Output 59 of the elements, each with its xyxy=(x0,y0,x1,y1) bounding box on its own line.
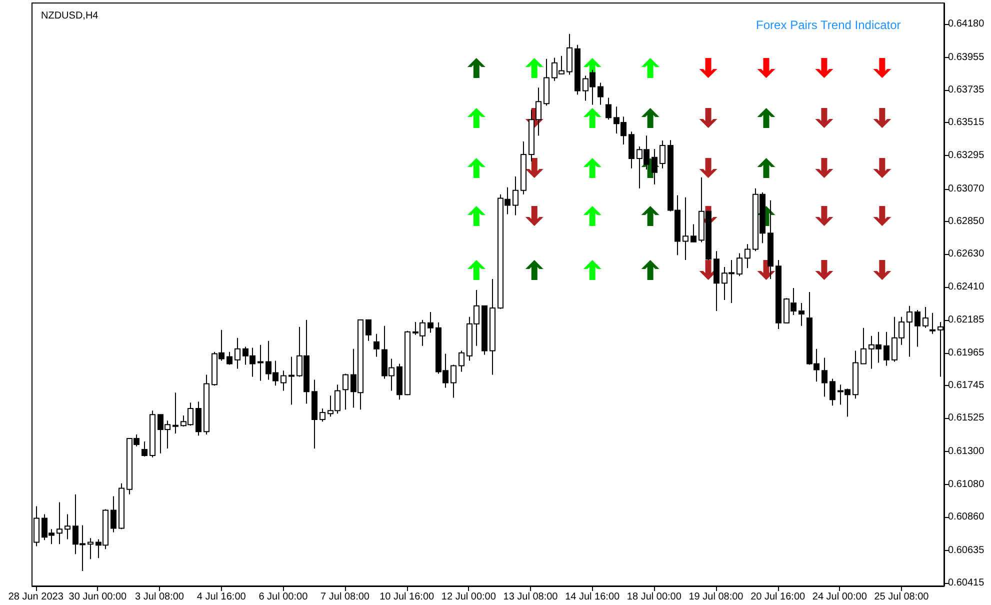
x-tick-label: 20 Jul 16:00 xyxy=(750,592,806,602)
candlestick xyxy=(56,502,62,545)
y-tick-label: 0.61525 xyxy=(948,412,985,424)
x-tick-label: 24 Jul 00:00 xyxy=(812,592,868,602)
candlestick xyxy=(312,379,318,449)
y-tick-label: 0.63070 xyxy=(948,183,985,194)
y-tick-label: 0.62410 xyxy=(948,281,985,292)
x-tick-label: 4 Jul 16:00 xyxy=(196,592,246,602)
y-tick-label: 0.62850 xyxy=(948,216,985,227)
text: NZDUSD,H4 xyxy=(41,10,99,22)
candlestick xyxy=(714,250,720,312)
y-tick-label: 0.61745 xyxy=(948,380,985,392)
x-tick-label: 28 Jun 2023 xyxy=(8,592,64,602)
candlestick xyxy=(884,331,890,366)
candlestick xyxy=(776,260,782,330)
candlestick xyxy=(64,514,70,540)
candlestick xyxy=(512,176,518,216)
candlestick xyxy=(744,244,750,269)
candlestick xyxy=(428,312,434,334)
x-tick-label: 19 Jul 08:00 xyxy=(688,592,744,602)
y-tick-label: 0.63295 xyxy=(948,150,985,161)
candlestick xyxy=(258,344,264,382)
candlestick xyxy=(396,363,402,400)
y-tick-label: 0.60635 xyxy=(948,544,985,556)
x-tick-label: 30 Jun 00:00 xyxy=(68,592,128,602)
x-tick-label: 12 Jul 00:00 xyxy=(441,592,496,602)
y-tick-label: 0.64180 xyxy=(948,18,985,30)
x-tick-label: 7 Jul 08:00 xyxy=(320,592,370,602)
x-tick-label: 10 Jul 16:00 xyxy=(380,592,435,602)
candlestick xyxy=(652,148,658,185)
candlestick xyxy=(822,357,828,398)
x-tick-label: 18 Jul 00:00 xyxy=(626,592,682,602)
candlestick xyxy=(280,370,286,392)
x-tick-label: 6 Jul 00:00 xyxy=(258,592,308,602)
y-tick-label: 0.63955 xyxy=(948,52,985,63)
candlestick xyxy=(288,356,294,406)
y-tick-label: 0.60860 xyxy=(948,511,985,522)
candlestick xyxy=(798,302,804,326)
y-tick-label: 0.61965 xyxy=(948,347,985,358)
x-tick-label: 3 Jul 08:00 xyxy=(135,592,184,602)
y-tick-label: 0.60415 xyxy=(948,578,985,589)
candlestick xyxy=(598,82,604,106)
candlestick xyxy=(682,196,688,261)
candlestick xyxy=(374,333,380,358)
y-tick-label: 0.62185 xyxy=(948,314,985,326)
y-tick-label: 0.63515 xyxy=(948,117,985,128)
x-tick-label: 13 Jul 08:00 xyxy=(503,592,558,602)
y-tick-label: 0.61080 xyxy=(948,478,985,490)
candlestick xyxy=(660,140,666,169)
candlestick xyxy=(906,305,912,358)
candlestick xyxy=(768,200,774,280)
x-tick-label: 25 Jul 08:00 xyxy=(874,592,930,602)
candlestick xyxy=(450,364,456,398)
x-tick-label: 14 Jul 16:00 xyxy=(565,592,620,602)
y-tick-label: 0.63735 xyxy=(948,84,985,96)
y-tick-label: 0.62630 xyxy=(948,248,985,260)
y-tick-label: 0.61300 xyxy=(948,446,985,458)
annotation: Forex Pairs Trend Indicator xyxy=(756,18,901,32)
candlestick xyxy=(490,278,496,376)
